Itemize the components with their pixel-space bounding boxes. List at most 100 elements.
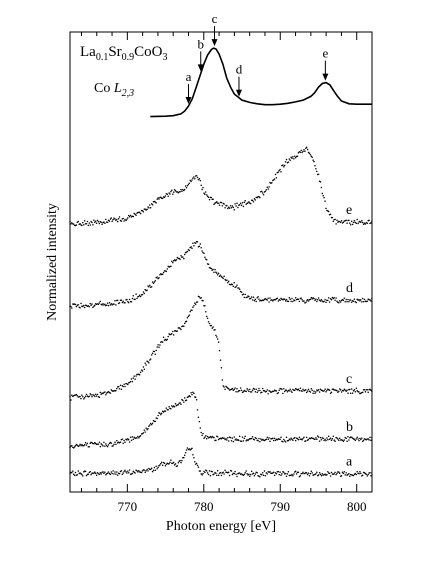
rixs-point xyxy=(79,395,81,398)
rixs-point xyxy=(277,470,280,473)
rixs-point xyxy=(331,216,334,219)
rixs-point xyxy=(88,305,91,308)
rixs-point xyxy=(193,456,195,459)
rixs-point xyxy=(119,441,122,443)
rixs-point xyxy=(268,301,270,303)
rixs-point xyxy=(340,220,343,222)
rixs-point xyxy=(138,295,140,298)
rixs-point xyxy=(365,473,368,475)
rixs-point xyxy=(108,301,111,304)
rixs-point xyxy=(247,439,249,442)
rixs-point xyxy=(115,304,117,306)
rixs-point xyxy=(98,396,101,399)
rixs-point xyxy=(76,474,79,476)
rixs-point xyxy=(93,219,95,221)
rixs-point xyxy=(350,220,353,223)
rixs-point xyxy=(238,435,241,438)
rixs-point xyxy=(189,179,191,182)
rixs-point xyxy=(297,151,300,154)
rixs-point xyxy=(124,302,126,304)
rixs-point xyxy=(287,300,290,303)
rixs-point xyxy=(242,205,245,208)
rixs-point xyxy=(105,444,108,447)
rixs-point xyxy=(262,194,265,196)
rixs-point xyxy=(255,437,257,440)
rixs-point xyxy=(311,389,313,392)
rixs-point xyxy=(105,394,107,396)
rixs-point xyxy=(149,204,151,206)
rixs-point xyxy=(132,215,135,218)
rixs-point xyxy=(330,391,333,393)
rixs-point xyxy=(149,424,151,426)
rixs-point xyxy=(113,473,115,475)
rixs-point xyxy=(250,391,253,393)
rixs-point xyxy=(214,328,216,331)
rixs-point xyxy=(91,303,93,305)
rixs-point xyxy=(127,438,130,441)
rixs-point xyxy=(348,219,350,222)
rixs-point xyxy=(196,301,199,303)
rixs-point xyxy=(332,220,335,223)
rixs-point xyxy=(282,441,284,443)
rixs-point xyxy=(218,349,221,352)
rixs-point xyxy=(75,393,78,396)
rixs-point xyxy=(304,150,306,153)
rixs-point xyxy=(204,471,206,474)
rixs-point xyxy=(345,219,347,221)
rixs-point xyxy=(287,439,290,442)
rixs-point xyxy=(149,284,151,286)
rixs-point xyxy=(204,193,206,195)
rixs-point xyxy=(310,470,313,473)
rixs-point xyxy=(360,472,362,475)
rixs-point xyxy=(339,301,342,303)
rixs-point xyxy=(361,474,364,477)
rixs-point xyxy=(305,440,307,442)
rixs-point xyxy=(166,193,169,196)
rixs-point xyxy=(243,437,246,440)
xas-marker-label: a xyxy=(186,69,192,84)
marker-arrow-head xyxy=(211,39,218,47)
rixs-point xyxy=(261,471,264,474)
rixs-point xyxy=(342,299,345,302)
rixs-point xyxy=(202,472,204,475)
rixs-point xyxy=(265,390,268,393)
rixs-point xyxy=(85,393,88,396)
rixs-point xyxy=(322,437,324,440)
rixs-point xyxy=(249,475,251,477)
rixs-point xyxy=(327,471,329,473)
rixs-point xyxy=(290,300,292,303)
rixs-point xyxy=(294,155,296,158)
rixs-point xyxy=(195,398,198,401)
rixs-point xyxy=(125,219,127,222)
rixs-point xyxy=(171,189,173,192)
rixs-point xyxy=(324,473,326,475)
rixs-point xyxy=(206,195,209,198)
rixs-point xyxy=(280,474,282,476)
rixs-point xyxy=(311,156,313,158)
rixs-point xyxy=(319,300,322,302)
rixs-point xyxy=(95,222,98,224)
rixs-point xyxy=(283,166,285,168)
rixs-point xyxy=(113,303,115,305)
rixs-point xyxy=(218,275,221,278)
rixs-point xyxy=(364,391,367,393)
rixs-point xyxy=(329,437,332,440)
rixs-point xyxy=(95,395,98,397)
rixs-point xyxy=(201,250,203,252)
rixs-point xyxy=(200,184,202,186)
rixs-point xyxy=(214,268,216,271)
rixs-point xyxy=(94,220,97,222)
rixs-point xyxy=(123,439,125,442)
rixs-point xyxy=(134,298,136,301)
rixs-point xyxy=(94,472,97,475)
rixs-point xyxy=(336,300,338,302)
rixs-point xyxy=(327,297,330,299)
rixs-point xyxy=(344,474,346,476)
xas-markers: a bc d e xyxy=(185,11,328,105)
rixs-point xyxy=(312,159,314,161)
rixs-point xyxy=(289,159,291,161)
rixs-point xyxy=(174,463,177,465)
rixs-point xyxy=(278,169,280,172)
rixs-point xyxy=(302,471,304,474)
rixs-point xyxy=(292,300,294,303)
